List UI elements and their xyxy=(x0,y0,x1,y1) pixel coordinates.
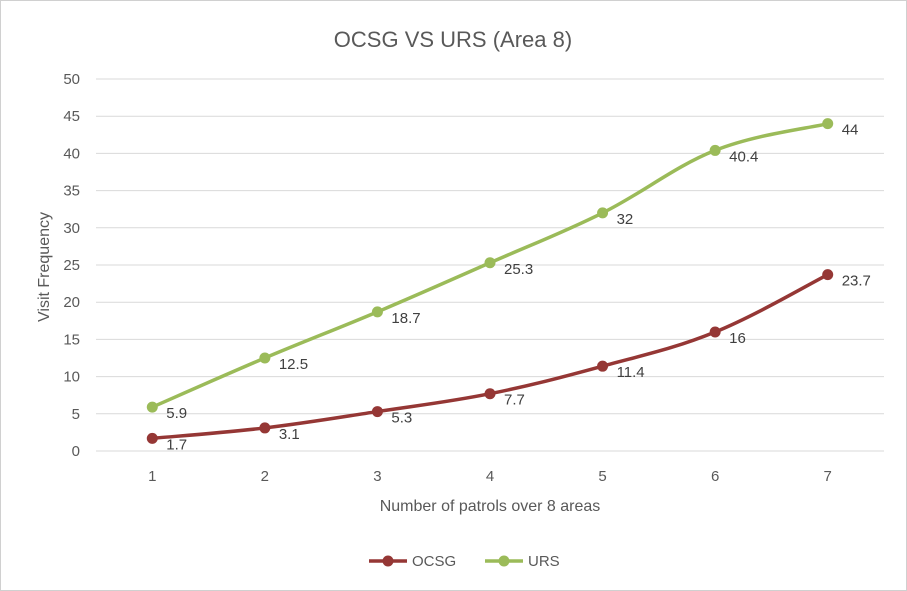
legend-marker-ocsg xyxy=(382,555,394,567)
data-point-urs xyxy=(822,118,834,130)
data-point-ocsg xyxy=(146,432,158,444)
legend-label-ocsg: OCSG xyxy=(412,553,456,570)
data-point-urs xyxy=(597,207,609,219)
data-label-urs: 18.7 xyxy=(391,310,420,327)
data-label-urs: 5.9 xyxy=(166,405,187,422)
y-tick-label: 10 xyxy=(63,369,80,386)
y-tick-label: 5 xyxy=(72,406,80,423)
x-tick-label: 1 xyxy=(148,468,156,485)
x-tick-label: 7 xyxy=(824,468,832,485)
x-axis-title: Number of patrols over 8 areas xyxy=(380,498,601,515)
x-tick-label: 3 xyxy=(373,468,381,485)
legend: OCSG URS xyxy=(369,553,560,570)
data-point-urs xyxy=(709,144,721,156)
data-label-urs: 40.4 xyxy=(729,148,758,165)
data-point-urs xyxy=(259,352,271,364)
data-label-ocsg: 23.7 xyxy=(842,273,871,290)
data-label-ocsg: 7.7 xyxy=(504,392,525,409)
y-tick-label: 0 xyxy=(72,443,80,460)
data-labels: 1.7 3.1 5.3 7.7 11.4 16 23.7 5.9 12.5 18.7 25.3 32 4… xyxy=(166,122,871,454)
data-label-ocsg: 1.7 xyxy=(166,436,187,453)
data-point-ocsg xyxy=(259,422,271,434)
data-point-ocsg xyxy=(371,406,383,418)
chart-title: OCSG VS URS (Area 8) xyxy=(334,27,572,52)
legend-label-urs: URS xyxy=(528,553,560,570)
data-point-urs xyxy=(484,257,496,269)
y-tick-label: 20 xyxy=(63,294,80,311)
data-label-ocsg: 5.3 xyxy=(391,410,412,427)
data-point-ocsg xyxy=(709,326,721,338)
y-tick-label: 25 xyxy=(63,257,80,274)
data-point-ocsg xyxy=(597,360,609,372)
data-label-ocsg: 3.1 xyxy=(279,426,300,443)
x-tick-label: 4 xyxy=(486,468,494,485)
y-tick-label: 40 xyxy=(63,145,80,162)
data-point-urs xyxy=(371,306,383,318)
y-tick-label: 45 xyxy=(63,108,80,125)
data-point-ocsg xyxy=(484,388,496,400)
y-tick-label: 35 xyxy=(63,183,80,200)
data-label-urs: 44 xyxy=(842,122,859,139)
data-label-urs: 25.3 xyxy=(504,261,533,278)
y-axis-ticks: 0 5 10 15 20 25 30 35 40 45 50 xyxy=(63,71,80,460)
y-tick-label: 50 xyxy=(63,71,80,88)
y-axis-title: Visit Frequency xyxy=(36,212,53,322)
data-label-urs: 12.5 xyxy=(279,356,308,373)
data-label-ocsg: 11.4 xyxy=(617,364,645,381)
data-label-urs: 32 xyxy=(617,211,634,228)
y-tick-label: 30 xyxy=(63,220,80,237)
data-label-ocsg: 16 xyxy=(729,330,746,347)
x-tick-label: 5 xyxy=(598,468,606,485)
data-point-urs xyxy=(146,401,158,413)
data-point-ocsg xyxy=(822,269,834,281)
legend-marker-urs xyxy=(498,555,510,567)
x-axis-ticks: 1 2 3 4 5 6 7 xyxy=(148,468,832,485)
x-tick-label: 2 xyxy=(261,468,269,485)
x-tick-label: 6 xyxy=(711,468,719,485)
y-tick-label: 15 xyxy=(63,331,80,348)
series-group xyxy=(146,118,834,444)
